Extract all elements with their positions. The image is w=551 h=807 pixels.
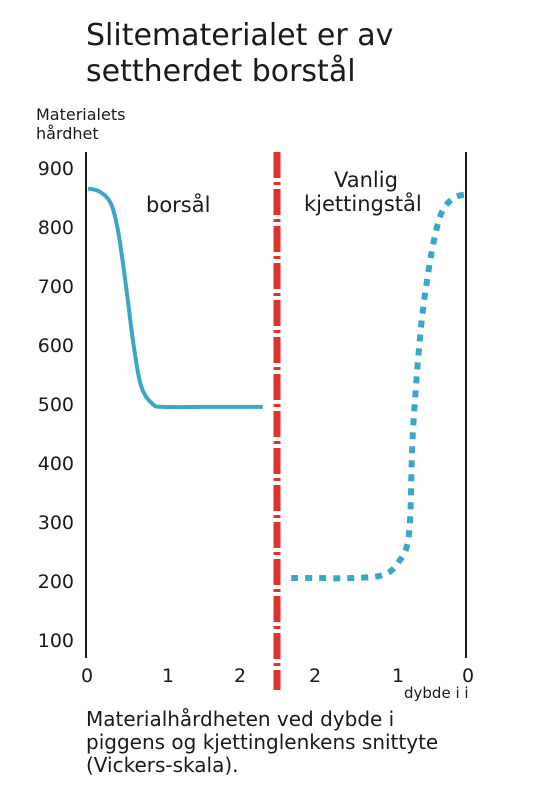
y-tick-label-800: 800: [38, 217, 74, 239]
y-tick-label-100: 100: [38, 630, 74, 652]
series-label-borsal: borsål: [146, 192, 210, 217]
chart-title-line-2: settherdet borstål: [86, 54, 356, 89]
y-tick-label-200: 200: [38, 571, 74, 593]
series-label-vanlig: Vanlig: [334, 168, 398, 192]
y-tick-label-700: 700: [38, 276, 74, 298]
y-tick-label-400: 400: [38, 453, 74, 475]
y-axis-label-line-1: Materialets: [36, 105, 125, 124]
series-line-borsal: [87, 186, 263, 410]
caption-line-1: Materialhårdheten ved dybde i: [86, 707, 395, 731]
chart-title-line-1: Slitematerialet er av: [86, 18, 394, 53]
x-tick-label-right-2: 0: [462, 665, 474, 687]
x-tick-label-left-0: 0: [81, 665, 93, 687]
x-tick-label-left-1: 1: [162, 665, 174, 687]
y-tick-labels: 900 800 700 600 500 400 300 200 100: [38, 158, 74, 652]
chart-title: Slitematerialet er av settherdet borstål: [86, 18, 393, 90]
x-tick-label-right-1: 1: [392, 665, 404, 687]
x-tick-label-left-2: 2: [234, 665, 246, 687]
y-tick-label-600: 600: [38, 335, 74, 357]
x-tick-label-right-0: 2: [309, 665, 321, 687]
y-axis-label-line-2: hårdhet: [36, 124, 99, 143]
y-tick-label-500: 500: [38, 394, 74, 416]
series-lines: [87, 186, 467, 582]
y-tick-label-300: 300: [38, 512, 74, 534]
series-line-kjettingstal: [291, 191, 467, 582]
y-tick-label-900: 900: [38, 158, 74, 180]
caption-line-3: (Vickers-skala).: [86, 753, 239, 777]
x-axis-unit: dybde i i: [404, 684, 469, 702]
caption-line-2: piggens og kjettinglenkens snittyte: [86, 730, 439, 754]
chart-caption: Materialhårdheten ved dybde i piggens og…: [86, 708, 438, 777]
x-tick-labels: 0 1 2 2 1 0: [81, 665, 474, 687]
series-label-kjettingstal: kjettingstål: [304, 191, 422, 216]
